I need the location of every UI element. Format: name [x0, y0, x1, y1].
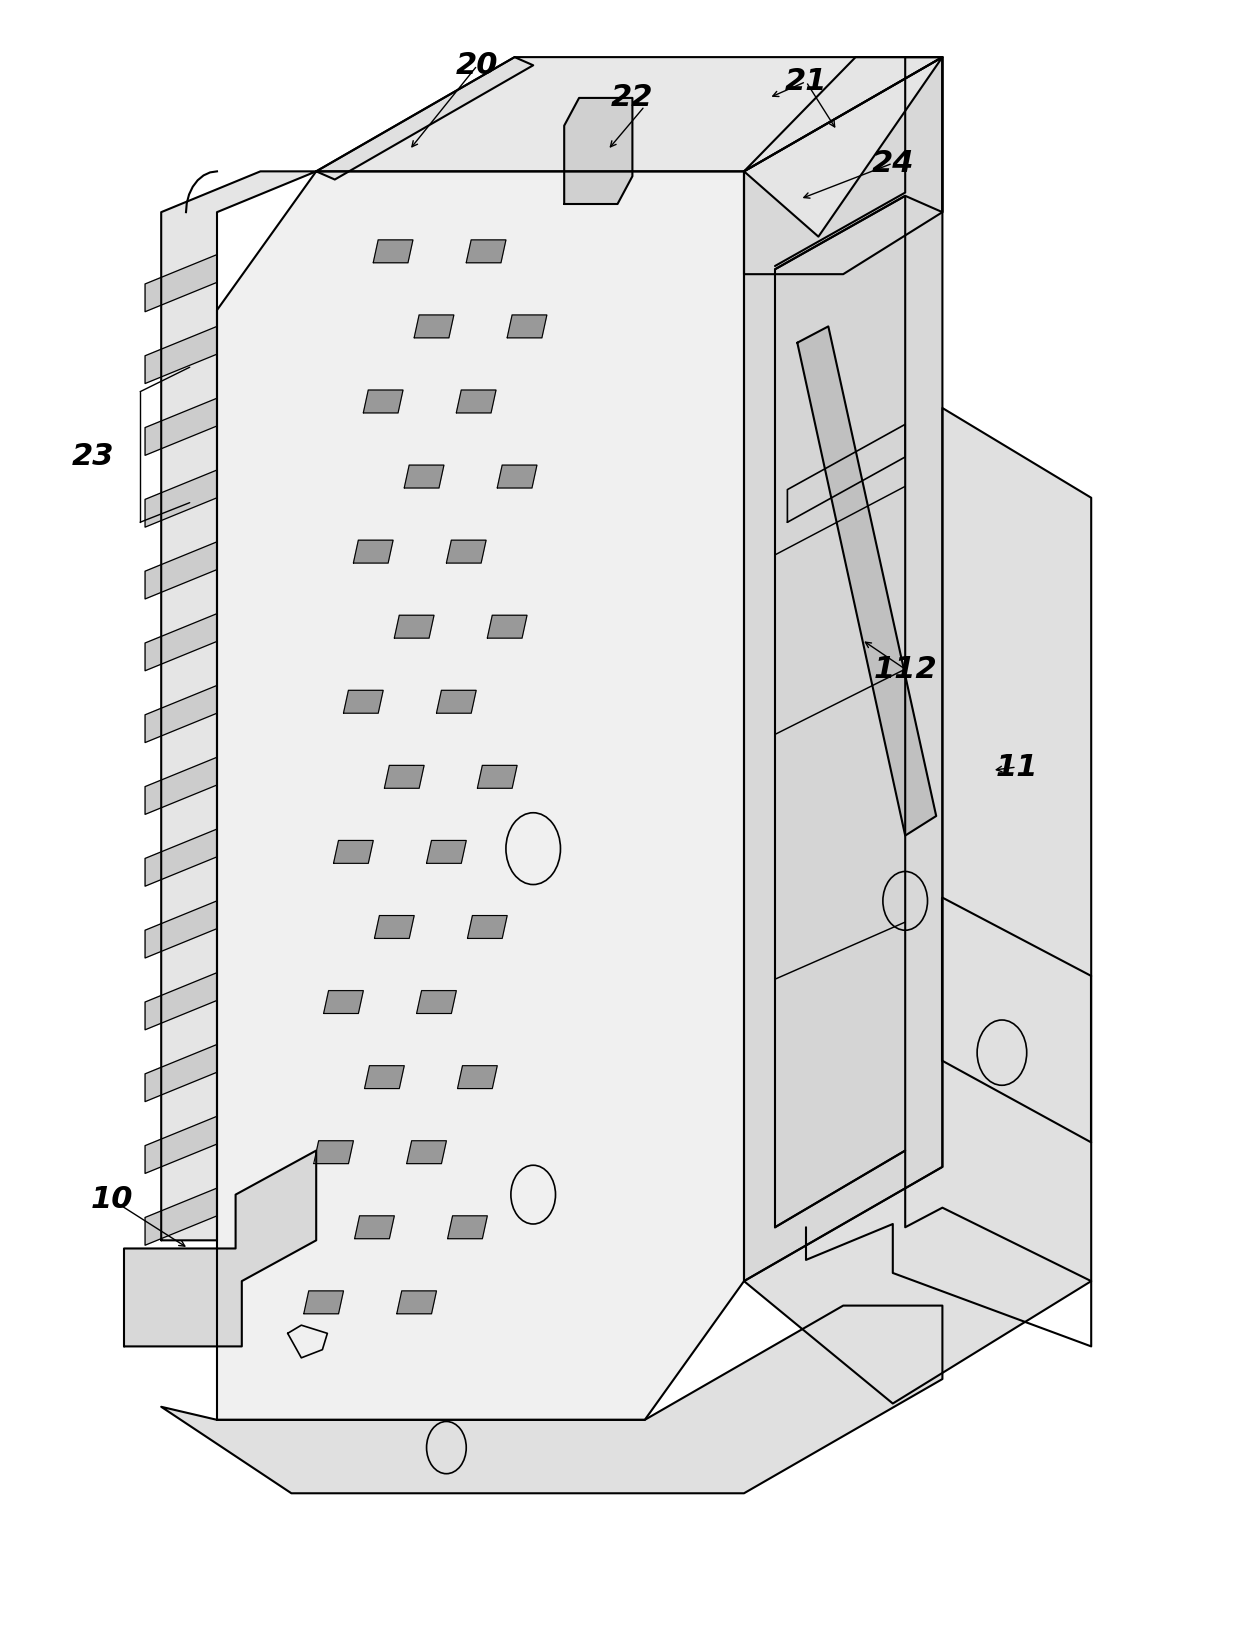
Polygon shape — [161, 171, 316, 1240]
Polygon shape — [145, 1188, 217, 1245]
Text: 24: 24 — [872, 149, 914, 178]
Polygon shape — [384, 765, 424, 788]
Polygon shape — [365, 1066, 404, 1089]
Polygon shape — [458, 1066, 497, 1089]
Polygon shape — [355, 1216, 394, 1239]
Polygon shape — [487, 615, 527, 638]
Polygon shape — [448, 1216, 487, 1239]
Polygon shape — [363, 390, 403, 413]
Polygon shape — [145, 255, 217, 312]
Polygon shape — [797, 326, 936, 836]
Polygon shape — [145, 973, 217, 1030]
Polygon shape — [316, 57, 533, 180]
Polygon shape — [477, 765, 517, 788]
Polygon shape — [353, 540, 393, 563]
Polygon shape — [145, 901, 217, 958]
Polygon shape — [744, 57, 942, 274]
Polygon shape — [394, 615, 434, 638]
Polygon shape — [145, 614, 217, 671]
Polygon shape — [324, 991, 363, 1013]
Polygon shape — [124, 1151, 316, 1346]
Polygon shape — [145, 1116, 217, 1173]
Polygon shape — [404, 465, 444, 488]
Text: 22: 22 — [611, 83, 653, 113]
Text: 112: 112 — [873, 654, 937, 684]
Text: 10: 10 — [91, 1185, 133, 1214]
Text: 23: 23 — [72, 442, 114, 472]
Polygon shape — [343, 690, 383, 713]
Polygon shape — [334, 840, 373, 863]
Polygon shape — [407, 1141, 446, 1164]
Polygon shape — [145, 1044, 217, 1102]
Polygon shape — [744, 57, 942, 237]
Polygon shape — [161, 1306, 942, 1493]
Polygon shape — [374, 916, 414, 938]
Polygon shape — [466, 240, 506, 263]
Polygon shape — [373, 240, 413, 263]
Polygon shape — [744, 57, 942, 1281]
Polygon shape — [145, 326, 217, 384]
Polygon shape — [145, 685, 217, 743]
Polygon shape — [145, 398, 217, 455]
Polygon shape — [456, 390, 496, 413]
Polygon shape — [304, 1291, 343, 1314]
Polygon shape — [436, 690, 476, 713]
Polygon shape — [507, 315, 547, 338]
Text: 11: 11 — [996, 752, 1038, 782]
Polygon shape — [414, 315, 454, 338]
Polygon shape — [775, 196, 905, 1227]
Polygon shape — [314, 1141, 353, 1164]
Polygon shape — [145, 470, 217, 527]
Polygon shape — [397, 1291, 436, 1314]
Polygon shape — [744, 408, 1091, 1404]
Polygon shape — [446, 540, 486, 563]
Polygon shape — [316, 57, 942, 171]
Text: 21: 21 — [785, 67, 827, 96]
Polygon shape — [427, 840, 466, 863]
Polygon shape — [217, 171, 744, 1420]
Polygon shape — [564, 98, 632, 204]
Text: 20: 20 — [456, 51, 498, 80]
Polygon shape — [467, 916, 507, 938]
Polygon shape — [145, 829, 217, 886]
Polygon shape — [145, 757, 217, 814]
Polygon shape — [145, 542, 217, 599]
Polygon shape — [417, 991, 456, 1013]
Polygon shape — [497, 465, 537, 488]
